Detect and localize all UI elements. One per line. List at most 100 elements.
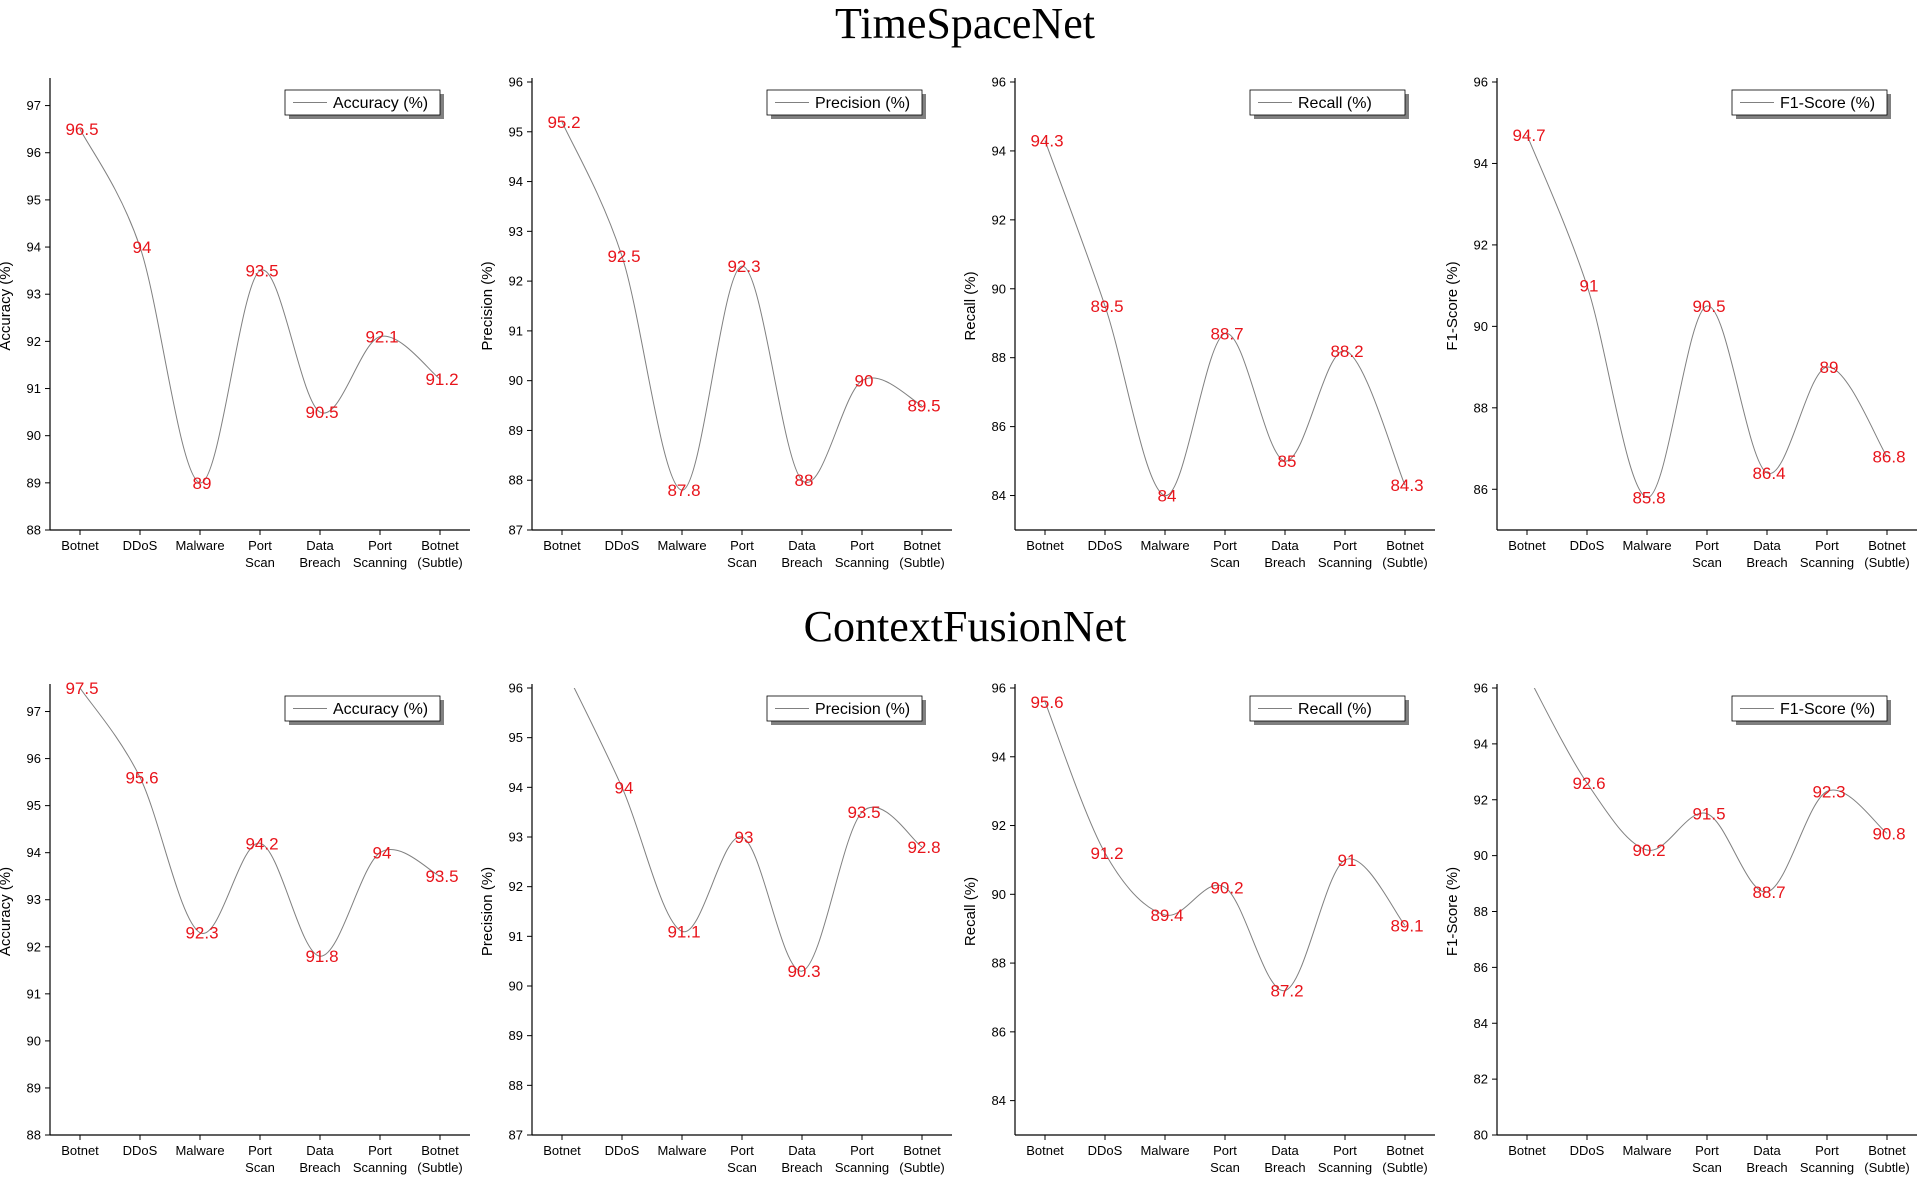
x-tick-label: Breach — [1746, 555, 1787, 570]
x-tick-label: Port — [730, 538, 754, 553]
data-label: 89.4 — [1150, 906, 1183, 925]
x-tick-label: Port — [248, 538, 272, 553]
data-label: 89 — [193, 474, 212, 493]
y-tick-label: 95 — [509, 124, 523, 139]
y-tick-label: 86 — [992, 1024, 1006, 1039]
data-label: 94.3 — [1030, 132, 1063, 151]
y-tick-label: 96 — [1474, 75, 1488, 90]
y-tick-label: 94 — [509, 780, 523, 795]
y-tick-label: 87 — [509, 523, 523, 538]
data-label: 84 — [1158, 487, 1177, 506]
data-label: 91 — [1580, 277, 1599, 296]
y-tick-label: 84 — [1474, 1016, 1488, 1031]
y-axis-label: Precision (%) — [479, 867, 496, 956]
x-tick-label: Scan — [1692, 1160, 1722, 1175]
y-tick-label: 91 — [27, 986, 41, 1001]
x-tick-label: Port — [248, 1143, 272, 1158]
x-tick-label: (Subtle) — [1382, 555, 1428, 570]
chart-panel-timespacenet-precision: 87 88 89 90 91 92 93 94 95 96 Botnet DDoS Malware Por… — [479, 75, 952, 570]
x-tick-label: DDoS — [1088, 538, 1123, 553]
y-tick-label: 92 — [1474, 792, 1488, 807]
x-tick-label: Port — [1333, 1143, 1357, 1158]
x-tick-label: Scanning — [1318, 1160, 1372, 1175]
x-tick-label: Scanning — [353, 555, 407, 570]
y-tick-label: 96 — [509, 681, 523, 696]
data-label: 93 — [735, 828, 754, 847]
x-tick-label: Botnet — [1508, 538, 1546, 553]
x-tick-label: Port — [368, 1143, 392, 1158]
data-label: 89.5 — [907, 397, 940, 416]
x-tick-label: Botnet — [903, 1143, 941, 1158]
x-tick-label: Botnet — [1026, 538, 1064, 553]
x-tick-label: DDoS — [1088, 1143, 1123, 1158]
x-tick-label: Scanning — [1318, 555, 1372, 570]
x-tick-label: Botnet — [1386, 538, 1424, 553]
x-tick-label: Scanning — [353, 1160, 407, 1175]
data-label: 88.2 — [1330, 342, 1363, 361]
y-tick-label: 93 — [509, 224, 523, 239]
series-line — [1044, 701, 1406, 992]
y-tick-label: 89 — [509, 423, 523, 438]
y-tick-label: 90 — [27, 428, 41, 443]
data-label: 92.3 — [1812, 782, 1845, 801]
chart-panel-timespacenet-f1-score: 86 88 90 92 94 96 Botnet DDoS Malware Port Scan Dat… — [1444, 75, 1917, 570]
legend-label: Accuracy (%) — [333, 95, 428, 112]
y-tick-label: 84 — [992, 488, 1006, 503]
data-label: 86.4 — [1752, 464, 1785, 483]
y-tick-label: 96 — [27, 751, 41, 766]
y-tick-label: 88 — [509, 1078, 523, 1093]
data-label: 95.6 — [1030, 693, 1063, 712]
x-tick-label: Port — [1213, 538, 1237, 553]
y-tick-label: 88 — [509, 473, 523, 488]
x-tick-label: Port — [730, 1143, 754, 1158]
x-tick-label: (Subtle) — [1382, 1160, 1428, 1175]
x-tick-label: Port — [850, 538, 874, 553]
data-label: 91.2 — [1090, 844, 1123, 863]
x-tick-label: Scan — [1210, 1160, 1240, 1175]
y-tick-label: 94 — [27, 240, 41, 255]
x-tick-label: Botnet — [1386, 1143, 1424, 1158]
y-tick-label: 88 — [27, 1128, 41, 1143]
data-label: 91.2 — [425, 370, 458, 389]
series-line — [1044, 140, 1406, 497]
data-label: 93.5 — [245, 262, 278, 281]
x-tick-label: Scan — [1692, 555, 1722, 570]
y-tick-label: 90 — [1474, 319, 1488, 334]
data-label: 91.8 — [305, 947, 338, 966]
x-tick-label: (Subtle) — [899, 1160, 945, 1175]
x-tick-label: Botnet — [61, 1143, 99, 1158]
x-tick-label: DDoS — [123, 538, 158, 553]
y-axis-label: Accuracy (%) — [0, 261, 14, 350]
x-tick-label: Breach — [781, 1160, 822, 1175]
y-tick-label: 95 — [509, 730, 523, 745]
data-label: 89.5 — [1090, 297, 1123, 316]
x-tick-label: Port — [1815, 538, 1839, 553]
data-label: 92.6 — [1572, 774, 1605, 793]
y-tick-label: 93 — [27, 892, 41, 907]
data-label: 84.3 — [1390, 476, 1423, 495]
series-line — [573, 688, 923, 972]
data-label: 92.1 — [365, 328, 398, 347]
chart-panel-contextfusionnet-accuracy: 88 89 90 91 92 93 94 95 96 97 Botnet DDoS Malware Por… — [0, 679, 470, 1175]
data-label: 88 — [795, 471, 814, 490]
y-tick-label: 86 — [1474, 482, 1488, 497]
data-label: 94.2 — [245, 834, 278, 853]
legend-label: Accuracy (%) — [333, 701, 428, 718]
data-label: 91 — [1338, 851, 1357, 870]
x-tick-label: Port — [368, 538, 392, 553]
y-tick-label: 96 — [27, 145, 41, 160]
x-tick-label: Botnet — [61, 538, 99, 553]
y-tick-label: 90 — [992, 281, 1006, 296]
y-tick-label: 97 — [27, 98, 41, 113]
x-tick-label: Scanning — [835, 555, 889, 570]
legend-label: F1-Score (%) — [1780, 95, 1875, 112]
y-tick-label: 90 — [1474, 848, 1488, 863]
x-tick-label: Botnet — [421, 538, 459, 553]
x-tick-label: Botnet — [1026, 1143, 1064, 1158]
legend-box — [1731, 695, 1888, 722]
data-label: 92.3 — [185, 924, 218, 943]
data-label: 91.1 — [667, 922, 700, 941]
y-tick-label: 92 — [992, 818, 1006, 833]
y-tick-label: 88 — [992, 956, 1006, 971]
